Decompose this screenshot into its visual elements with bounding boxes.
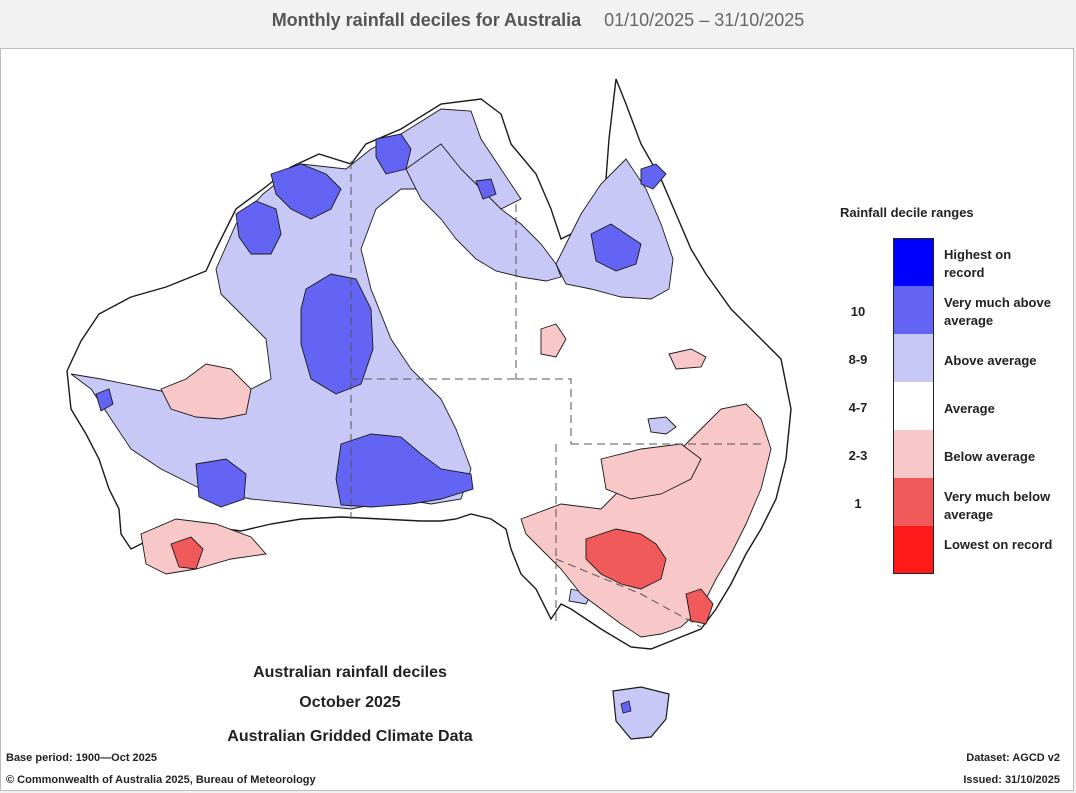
below-average-qld-coast (668, 348, 707, 370)
vmaa-wa-south (195, 458, 247, 508)
legend-label-average: Average (944, 401, 995, 416)
vmaa-kimberley-2 (270, 163, 342, 220)
vmaa-qld (590, 223, 642, 272)
issued-date: Issued: 31/10/2025 (963, 774, 1060, 786)
above-average-north (405, 143, 562, 282)
border-nsw-vic (555, 558, 702, 628)
state-borders (350, 161, 761, 628)
page-header: Monthly rainfall deciles for Australia 0… (0, 0, 1076, 40)
legend-swatch-average (893, 382, 934, 430)
legend-label-very-much-above: Very much above average (944, 295, 1051, 328)
below-average-wa-interior (160, 363, 252, 420)
legend-label-lowest: Lowest on record (944, 537, 1053, 552)
legend-swatch-below (893, 430, 934, 478)
legend-swatch-lowest (893, 526, 934, 574)
very-much-below-average-regions (170, 528, 714, 625)
caption-line-2: October 2025 (299, 694, 401, 711)
legend-swatch-above (893, 334, 934, 382)
tasmania-blue-spot (620, 700, 632, 714)
border-sa-qld (516, 378, 572, 444)
legend-label-highest: Highest on record (944, 247, 1012, 280)
tasmania (612, 686, 670, 740)
caption-line-1: Australian rainfall deciles (253, 664, 447, 681)
above-average-nsw-spot (647, 416, 677, 435)
date-range: 01/10/2025 – 31/10/2025 (604, 10, 805, 30)
base-period: Base period: 1900—Oct 2025 (6, 752, 158, 764)
legend-swatch-very-much-above (893, 286, 934, 334)
vmaa-qld-coast (640, 163, 667, 190)
legend-range-10: 10 (850, 304, 866, 319)
copyright: © Commonwealth of Australia 2025, Bureau… (6, 774, 316, 786)
vmaa-central (300, 273, 374, 395)
vmba-nsw-vic (585, 528, 667, 590)
legend-range-8-9: 8-9 (848, 352, 868, 367)
below-average-regions (140, 323, 772, 638)
vmaa-kimberley-1 (235, 200, 282, 255)
below-average-qld-spot (540, 323, 567, 358)
legend-range-1: 1 (854, 496, 862, 511)
vmba-nsw-coast (685, 588, 714, 625)
legend-range-4-7: 4-7 (848, 400, 868, 415)
australia-rainfall-map (66, 78, 792, 740)
legend-label-above: Above average (944, 353, 1037, 368)
legend-swatch-highest (893, 238, 934, 286)
dataset-label: Dataset: AGCD v2 (966, 752, 1060, 764)
vmba-sw-wa (170, 536, 204, 570)
vmaa-sa-north (335, 433, 474, 508)
legend-range-2-3: 2-3 (848, 448, 868, 463)
legend-label-below: Below average (944, 449, 1036, 464)
below-average-nsw-north (600, 443, 702, 500)
page-title: Monthly rainfall deciles for Australia (271, 10, 582, 30)
vmaa-nt-top (375, 133, 412, 175)
below-average-sw-wa (140, 518, 267, 575)
legend-label-very-much-below: Very much below average (944, 489, 1051, 522)
legend-swatch-very-much-below (893, 478, 934, 526)
vmaa-nt-spot (475, 178, 497, 200)
legend-title: Rainfall decile ranges (840, 205, 974, 220)
vmaa-wa-west (95, 388, 114, 412)
very-much-above-average-regions (95, 133, 667, 508)
caption-line-3: Australian Gridded Climate Data (227, 728, 473, 745)
